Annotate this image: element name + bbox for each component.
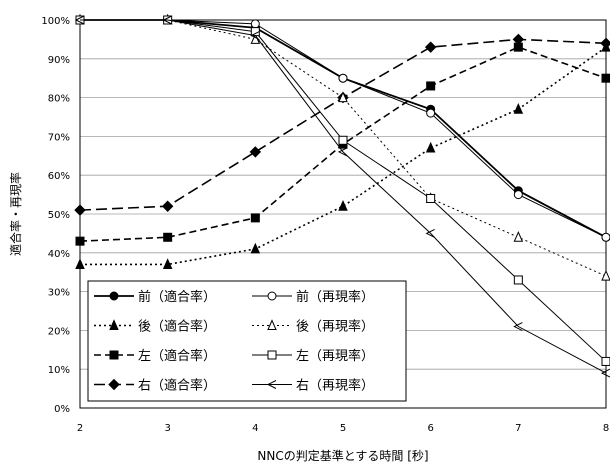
x-tick-label: 3 <box>164 423 170 434</box>
legend-marker <box>109 319 119 330</box>
legend-label: 前（適合率） <box>138 289 216 305</box>
data-point <box>338 200 348 211</box>
data-point <box>513 231 524 242</box>
y-axis-label: 適合率・再現率 <box>8 172 23 256</box>
y-tick-label: 70% <box>48 132 70 143</box>
x-tick-label: 7 <box>515 423 521 434</box>
data-point <box>250 31 260 40</box>
data-point <box>249 146 262 158</box>
y-tick-label: 90% <box>48 55 70 66</box>
data-point <box>426 81 436 91</box>
data-point <box>600 37 610 49</box>
legend-label: 左（適合率） <box>138 348 216 364</box>
y-tick-label: 40% <box>48 249 70 260</box>
data-point <box>601 73 610 83</box>
y-tick-label: 10% <box>48 365 70 376</box>
data-point <box>601 232 610 242</box>
data-point <box>163 232 173 242</box>
data-point <box>250 213 260 223</box>
x-tick-label: 4 <box>252 423 258 434</box>
data-point <box>425 141 436 153</box>
series-4 <box>74 33 610 216</box>
legend-entry: 前（適合率） <box>94 289 216 305</box>
legend-label: 後（再現率） <box>296 319 374 335</box>
legend-entry: 前（再現率） <box>252 289 374 305</box>
series-line <box>79 38 607 211</box>
data-point <box>162 15 172 25</box>
data-point <box>338 91 348 103</box>
data-point <box>338 73 348 83</box>
legend-marker <box>108 378 120 391</box>
legend-label: 左（再現率） <box>296 348 374 364</box>
legend-entry: 後（再現率） <box>252 319 374 335</box>
data-point <box>513 275 523 285</box>
x-tick-label: 5 <box>340 423 346 434</box>
legend-label: 前（再現率） <box>296 289 374 305</box>
legend-entry: 右（再現率） <box>252 378 374 394</box>
y-tick-label: 20% <box>48 326 70 337</box>
x-tick-label: 6 <box>427 423 433 434</box>
legend-entry: 左（再現率） <box>252 348 374 364</box>
data-point <box>424 41 437 53</box>
data-point <box>513 322 523 331</box>
data-point <box>513 190 523 200</box>
data-point <box>338 135 348 145</box>
legend-box <box>87 280 407 402</box>
data-point <box>75 236 85 246</box>
data-point <box>250 19 260 29</box>
data-point <box>601 356 610 366</box>
legend-marker <box>266 380 277 389</box>
legend-label: 後（適合率） <box>138 319 216 335</box>
legend: 前（適合率） 後（適合率） 左（適合率） 右（適合率） 前（再現率） 後（再現率） 左（再現… <box>87 280 407 402</box>
legend-entry: 後（適合率） <box>94 319 216 335</box>
x-tick-label: 8 <box>603 423 609 434</box>
legend-marker <box>267 291 277 301</box>
data-point <box>425 228 435 238</box>
data-point <box>161 200 174 212</box>
data-point <box>426 108 436 118</box>
data-point <box>250 242 261 254</box>
y-tick-label: 100% <box>41 16 70 27</box>
legend-marker <box>267 319 277 330</box>
data-point <box>512 33 525 46</box>
data-point <box>426 193 436 203</box>
y-tick-label: 0% <box>54 404 70 415</box>
x-axis-ticks: 2 3 4 5 6 7 8 <box>77 423 609 434</box>
legend-label: 右（再現率） <box>296 378 374 394</box>
data-point <box>513 103 524 114</box>
legend-marker <box>109 350 119 360</box>
data-point <box>74 204 86 216</box>
data-point <box>601 269 610 281</box>
x-tick-label: 2 <box>77 423 83 434</box>
legend-marker <box>267 350 277 360</box>
series-2 <box>75 40 610 269</box>
series-8 <box>74 15 610 378</box>
data-point <box>600 368 610 378</box>
series-line <box>80 19 607 374</box>
legend-label: 右（適合率） <box>138 378 216 394</box>
data-point <box>337 147 348 157</box>
legend-entry: 左（適合率） <box>94 348 216 364</box>
x-axis-label: NNCの判定基準とする時間 [秒] <box>257 448 428 463</box>
y-tick-label: 50% <box>48 210 70 221</box>
data-point <box>74 15 85 25</box>
series-layer <box>74 13 610 378</box>
y-tick-label: 30% <box>48 288 70 299</box>
y-tick-label: 60% <box>48 171 70 182</box>
legend-entry: 右（適合率） <box>94 378 216 394</box>
y-tick-label: 80% <box>48 94 70 105</box>
y-axis-ticks: 0% 10% 20% 30% 40% 50% 60% 70% 80% 90% 100% <box>41 16 70 415</box>
data-point <box>75 258 85 269</box>
legend-marker <box>109 291 119 301</box>
data-point <box>162 258 173 269</box>
